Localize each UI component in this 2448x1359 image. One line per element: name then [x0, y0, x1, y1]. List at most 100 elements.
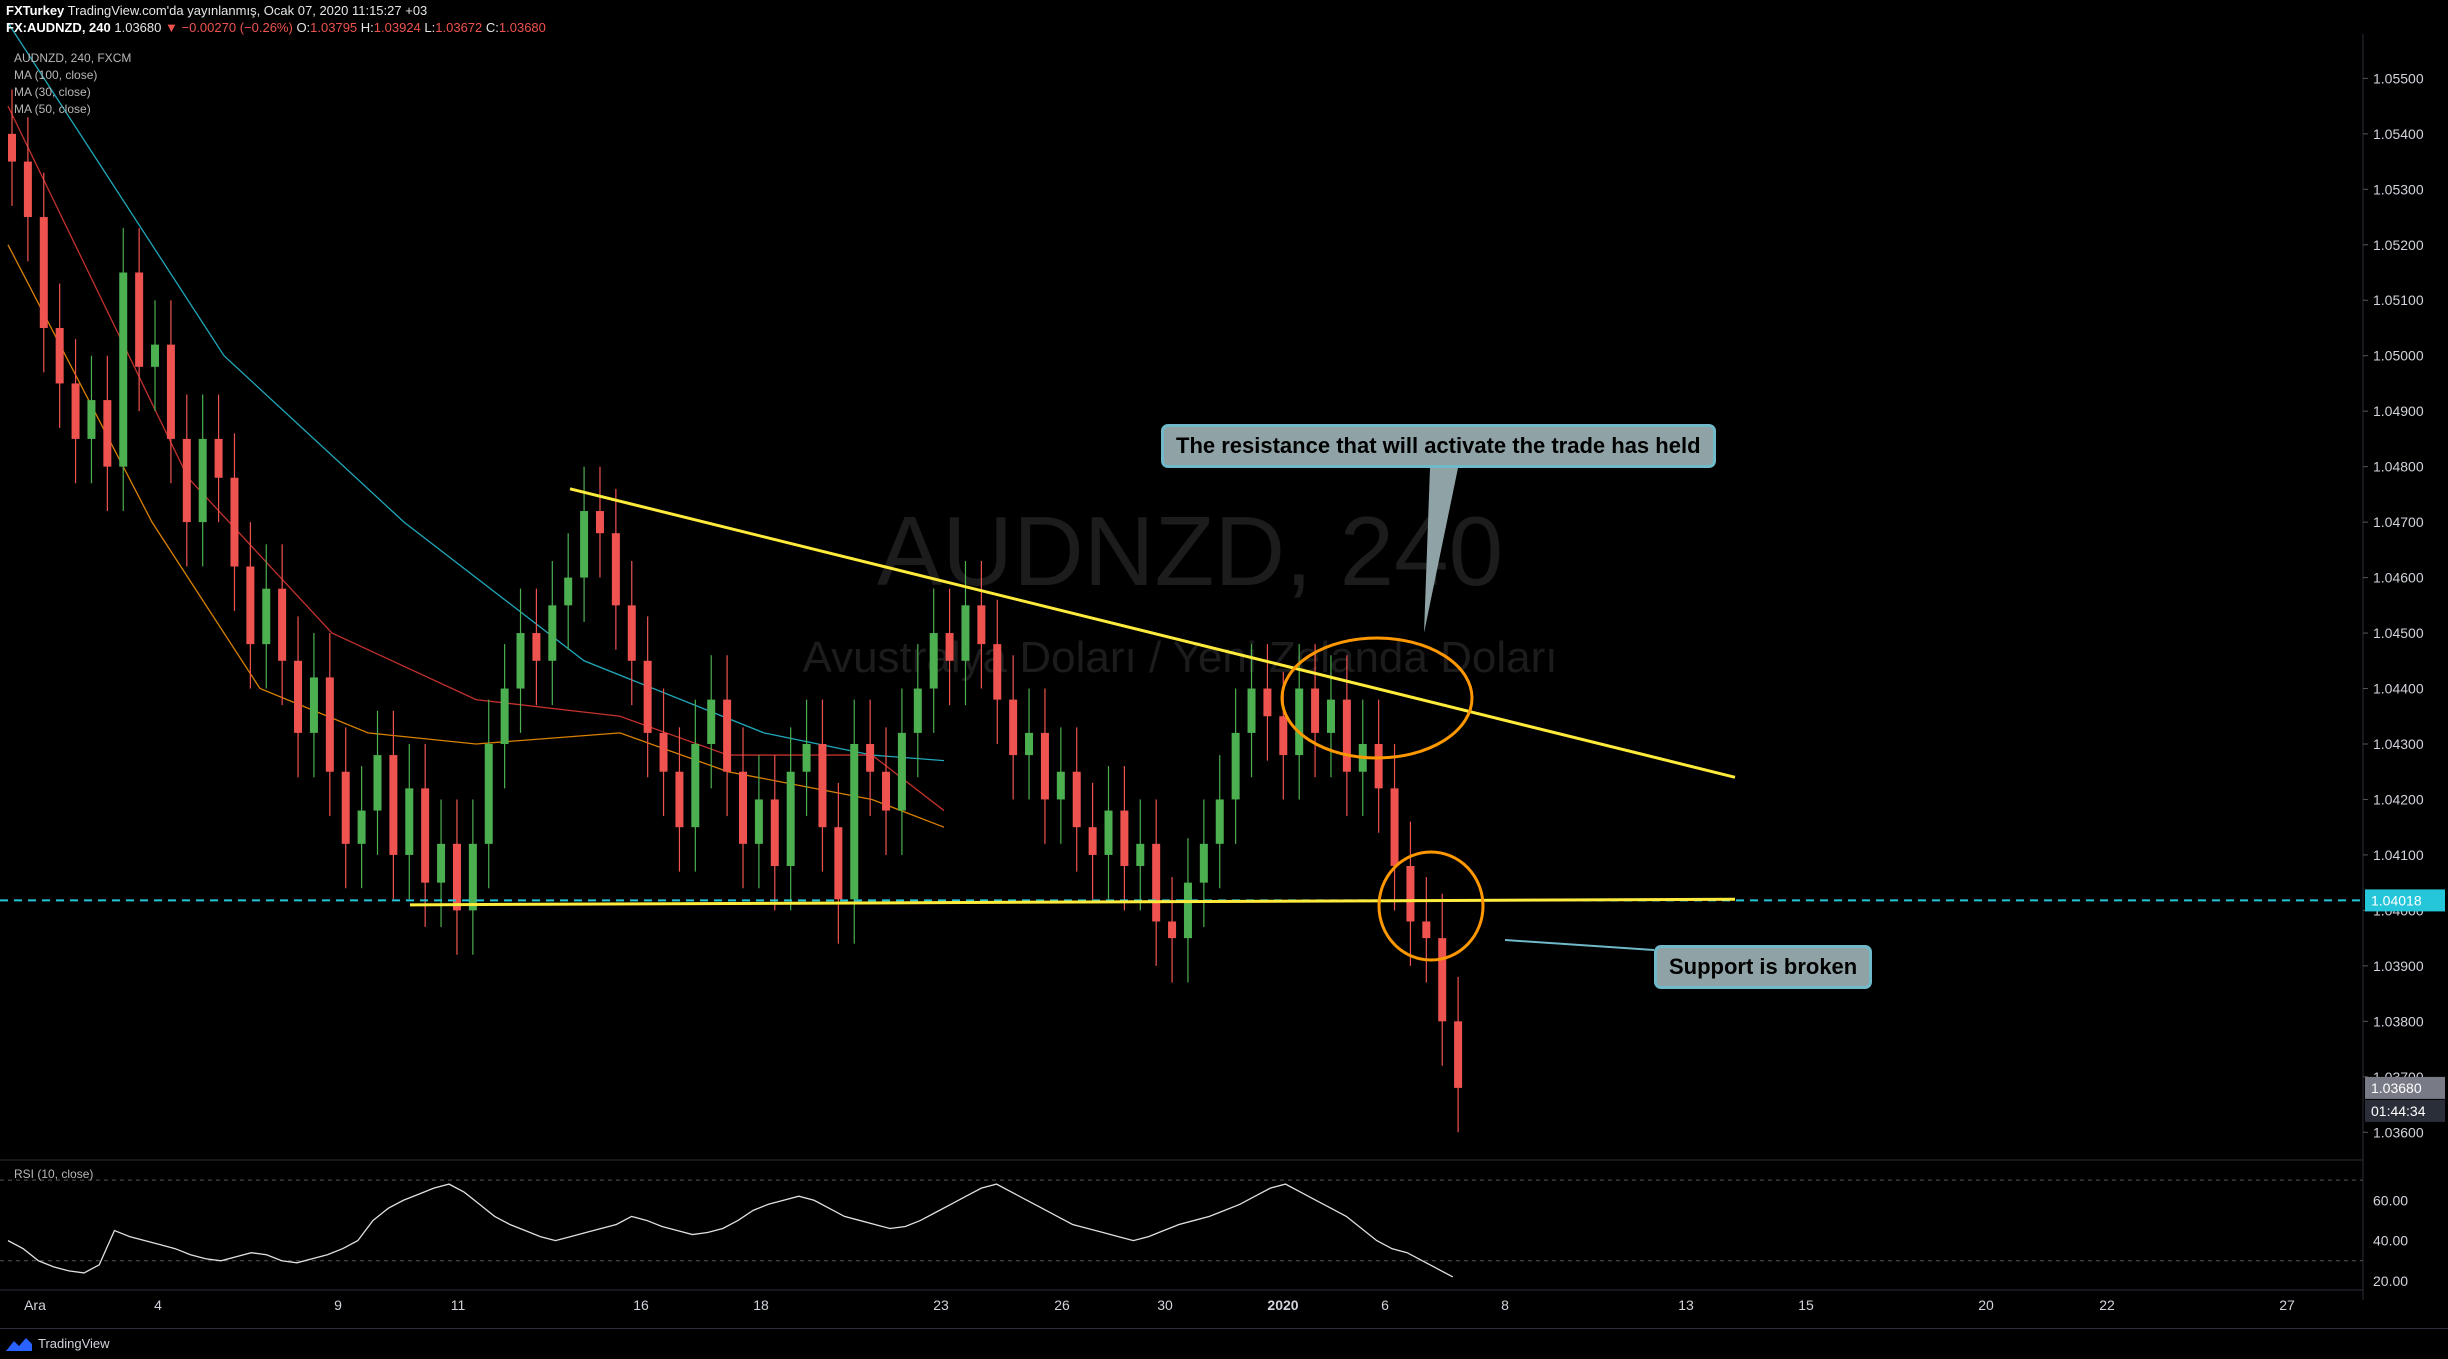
- support-callout-pointer: [1504, 939, 1655, 951]
- symbol-label[interactable]: FX:AUDNZD, 240: [6, 20, 111, 35]
- tradingview-logo[interactable]: TradingView: [6, 1336, 110, 1351]
- y-axis-tick-label: 1.04500: [2373, 625, 2424, 641]
- candle-down: [643, 660, 652, 733]
- candle-up: [564, 577, 573, 606]
- rsi-tick-label: 40.00: [2373, 1233, 2408, 1249]
- candle-up: [897, 732, 906, 811]
- candle-down: [675, 771, 684, 828]
- y-axis-tick-label: 1.04400: [2373, 681, 2424, 697]
- candle-up: [1295, 688, 1304, 756]
- candle-down: [8, 133, 16, 162]
- x-axis-tick-label: 20: [1978, 1297, 1994, 1313]
- legend-ma50[interactable]: MA (50, close): [14, 102, 91, 116]
- y-axis-tick-label: 1.05200: [2373, 237, 2424, 253]
- candle-down: [723, 699, 732, 772]
- last-price-tag-text: 1.03680: [2371, 1080, 2422, 1096]
- last-price-tag-bg: [2365, 1076, 2445, 1099]
- candle-up: [786, 771, 795, 867]
- candle-down: [1311, 688, 1320, 733]
- x-axis-tick-label: 11: [451, 1297, 466, 1313]
- x-axis-tick-label: 2020: [1267, 1297, 1298, 1313]
- candle-up: [309, 677, 318, 733]
- countdown-tag-text: 01:44:34: [2371, 1103, 2426, 1119]
- close-label: C:: [485, 20, 499, 35]
- candle-up: [1104, 810, 1113, 855]
- support-circle: [1377, 850, 1485, 962]
- candle-down: [1438, 938, 1447, 1022]
- publisher-name[interactable]: FXTurkey: [6, 3, 65, 18]
- candle-down: [977, 605, 986, 645]
- legend-ma100[interactable]: MA (100, close): [14, 68, 98, 82]
- footer: TradingView: [0, 1328, 2448, 1359]
- x-axis-tick-label: 27: [2279, 1297, 2295, 1313]
- x-axis-tick-label: Ara: [24, 1297, 46, 1313]
- candle-down: [214, 438, 223, 478]
- high-value: 1.03924: [373, 20, 421, 35]
- legend-rsi[interactable]: RSI (10, close): [14, 1167, 94, 1181]
- candle-down: [1072, 771, 1081, 828]
- candle-up: [580, 511, 589, 578]
- candle-down: [834, 827, 843, 900]
- candle-up: [262, 588, 271, 645]
- price-change: −0.00270 (−0.26%): [181, 20, 293, 35]
- y-axis-tick-label: 1.04600: [2373, 570, 2424, 586]
- x-axis-tick-label: 4: [154, 1297, 162, 1313]
- candle-up: [1136, 843, 1145, 867]
- candle-down: [1342, 699, 1351, 772]
- low-value: 1.03672: [435, 20, 483, 35]
- x-axis-tick-label: 9: [334, 1297, 342, 1313]
- y-axis-tick-label: 1.05400: [2373, 126, 2424, 142]
- x-axis-tick-label: 6: [1381, 1297, 1389, 1313]
- legend-ma30[interactable]: MA (30, close): [14, 85, 91, 99]
- candle-up: [516, 633, 525, 689]
- candle-down: [1374, 743, 1383, 789]
- candle-up: [1199, 843, 1208, 883]
- candle-up: [802, 743, 811, 772]
- candle-down: [166, 344, 175, 439]
- y-axis-tick-label: 1.04300: [2373, 736, 2424, 752]
- countdown-tag-bg: [2365, 1099, 2445, 1122]
- candle-down: [389, 755, 398, 855]
- candle-up: [1056, 771, 1065, 800]
- x-axis-tick-label: 15: [1798, 1297, 1814, 1313]
- candle-down: [23, 161, 32, 218]
- candle-down: [182, 438, 191, 523]
- candle-down: [1120, 810, 1129, 867]
- rsi-tick-label: 20.00: [2373, 1273, 2408, 1289]
- candle-up: [1215, 799, 1224, 844]
- resistance-callout[interactable]: The resistance that will activate the tr…: [1161, 424, 1716, 468]
- level-price-tag-bg: [2365, 889, 2445, 912]
- candle-down: [103, 400, 112, 467]
- resistance-callout-pointer: [1424, 468, 1458, 633]
- x-axis-tick-label: 18: [753, 1297, 769, 1313]
- x-axis-tick-label: 30: [1157, 1297, 1173, 1313]
- candle-up: [198, 438, 207, 523]
- legend-instrument[interactable]: AUDNZD, 240, FXCM: [14, 51, 132, 65]
- candle-down: [341, 771, 350, 844]
- candle-down: [882, 771, 891, 811]
- last-price-tag: 1.03680: [2365, 1076, 2445, 1099]
- y-axis-tick-label: 1.05300: [2373, 181, 2424, 197]
- change-arrow-icon: ▼: [165, 20, 178, 35]
- rsi-tick-label: 60.00: [2373, 1192, 2408, 1208]
- y-axis-tick-label: 1.03900: [2373, 958, 2424, 974]
- candle-down: [770, 799, 779, 867]
- publish-line: FXTurkey TradingView.com'da yayınlanmış,…: [6, 3, 427, 18]
- candle-down: [627, 605, 636, 661]
- candle-down: [55, 327, 64, 384]
- y-axis-tick-label: 1.03600: [2373, 1124, 2424, 1140]
- candle-up: [548, 605, 557, 661]
- candle-down: [532, 633, 541, 661]
- chart-header: FXTurkey TradingView.com'da yayınlanmış,…: [0, 0, 2448, 35]
- candle-down: [71, 383, 80, 439]
- candle-down: [1009, 699, 1018, 756]
- candle-up: [850, 743, 859, 900]
- candle-up: [151, 344, 160, 367]
- high-label: H:: [360, 20, 374, 35]
- level-price-tag: 1.04018: [2365, 889, 2445, 912]
- candle-down: [230, 477, 239, 567]
- rsi-line: [7, 1183, 1454, 1278]
- published-text: TradingView.com'da yayınlanmış, Ocak 07,…: [67, 3, 428, 18]
- support-callout[interactable]: Support is broken: [1654, 945, 1873, 989]
